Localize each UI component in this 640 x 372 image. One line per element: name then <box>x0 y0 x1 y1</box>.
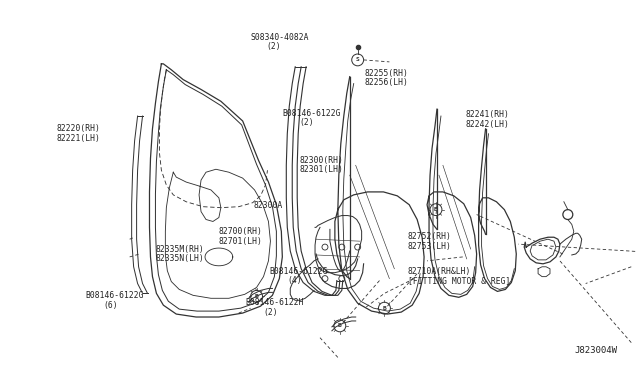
Text: B: B <box>255 294 259 299</box>
Text: (2): (2) <box>300 118 314 128</box>
Text: 82301(LH): 82301(LH) <box>300 166 344 174</box>
Text: B: B <box>338 323 342 328</box>
Text: S08340-4082A: S08340-4082A <box>250 33 308 42</box>
Circle shape <box>339 276 345 282</box>
Text: B: B <box>383 306 387 311</box>
Text: 82242(LH): 82242(LH) <box>466 120 510 129</box>
Text: B: B <box>434 207 438 212</box>
Text: S: S <box>356 57 360 62</box>
Text: B08146-6122G: B08146-6122G <box>85 291 144 301</box>
Text: (2): (2) <box>266 42 281 51</box>
Text: B08146-6122H: B08146-6122H <box>245 298 303 307</box>
Text: (2): (2) <box>263 308 278 317</box>
Text: 82752(RH): 82752(RH) <box>408 232 451 241</box>
Text: 82255(RH): 82255(RH) <box>364 69 408 78</box>
Text: B08146-6122G: B08146-6122G <box>269 266 328 276</box>
Text: B08146-6122G: B08146-6122G <box>282 109 340 118</box>
Circle shape <box>339 244 345 250</box>
Text: (4): (4) <box>287 276 301 285</box>
Text: 82300A: 82300A <box>253 201 283 209</box>
Text: 82335M(RH): 82335M(RH) <box>155 244 204 254</box>
Text: (6): (6) <box>103 301 118 310</box>
Text: 82335N(LH): 82335N(LH) <box>155 254 204 263</box>
Text: 82701(LH): 82701(LH) <box>218 237 262 246</box>
Circle shape <box>322 244 328 250</box>
Text: 82220(RH): 82220(RH) <box>57 124 100 132</box>
Text: 82241(RH): 82241(RH) <box>466 110 510 119</box>
Text: 82256(LH): 82256(LH) <box>364 78 408 87</box>
Circle shape <box>355 244 361 250</box>
Text: J823004W: J823004W <box>574 346 618 355</box>
Text: 82753(LH): 82753(LH) <box>408 241 451 251</box>
Text: 82710A(RH&LH): 82710A(RH&LH) <box>408 266 471 276</box>
Text: [FITTING MOTOR & REG]: [FITTING MOTOR & REG] <box>408 276 510 285</box>
Text: 82221(LH): 82221(LH) <box>57 134 100 143</box>
Text: 82700(RH): 82700(RH) <box>218 227 262 236</box>
Circle shape <box>322 276 328 282</box>
Text: 82300(RH): 82300(RH) <box>300 156 344 165</box>
